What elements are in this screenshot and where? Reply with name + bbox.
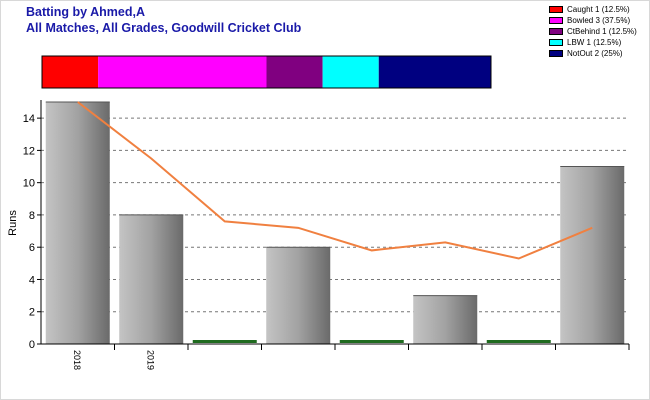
legend-label-ctbehind: CtBehind 1 (12.5%) bbox=[567, 27, 637, 36]
bars bbox=[45, 101, 625, 344]
legend-label-notout: NotOut 2 (25%) bbox=[567, 49, 623, 58]
dismissal-segment-bowled bbox=[98, 56, 267, 88]
dismissal-breakdown-bar bbox=[41, 55, 492, 89]
dismissal-segment-notout bbox=[378, 56, 491, 88]
y-tick-label: 4 bbox=[29, 274, 35, 286]
legend-label-bowled: Bowled 3 (37.5%) bbox=[567, 16, 631, 25]
legend-swatch-caught bbox=[549, 6, 563, 13]
x-tick-label: 2018 bbox=[72, 350, 82, 370]
bar bbox=[192, 340, 257, 343]
y-axis-label: Runs bbox=[7, 210, 19, 236]
legend-item-caught: Caught 1 (12.5%) bbox=[549, 4, 637, 15]
legend-item-ctbehind: CtBehind 1 (12.5%) bbox=[549, 26, 637, 37]
dismissal-bar-border bbox=[41, 55, 492, 89]
y-tick-label: 14 bbox=[23, 113, 35, 125]
y-tick-label: 2 bbox=[29, 307, 35, 319]
dismissal-segment-ctbehind bbox=[266, 56, 323, 88]
y-tick-label: 12 bbox=[23, 145, 35, 157]
trend-line bbox=[77, 101, 593, 260]
legend-swatch-lbw bbox=[549, 39, 563, 46]
bar bbox=[486, 340, 551, 343]
chart-title: Batting by Ahmed,A bbox=[26, 5, 145, 19]
y-tick-label: 10 bbox=[23, 178, 35, 190]
legend-item-bowled: Bowled 3 (37.5%) bbox=[549, 15, 637, 26]
legend-swatch-notout bbox=[549, 50, 563, 57]
bar bbox=[119, 214, 184, 344]
legend-label-lbw: LBW 1 (12.5%) bbox=[567, 38, 622, 47]
axis-labels: 0 2 4 6 8 10 12 14 2018 2019 Runs bbox=[7, 113, 155, 370]
bar bbox=[339, 340, 404, 343]
x-tick-label: 2019 bbox=[145, 350, 155, 370]
y-tick-label: 0 bbox=[29, 339, 35, 351]
bar bbox=[45, 102, 110, 344]
y-tick-label: 8 bbox=[29, 210, 35, 222]
legend-swatch-bowled bbox=[549, 17, 563, 24]
bar bbox=[413, 295, 478, 344]
legend-item-lbw: LBW 1 (12.5%) bbox=[549, 37, 637, 48]
bar bbox=[266, 247, 331, 344]
bar bbox=[560, 166, 625, 344]
trend-line-path bbox=[77, 101, 593, 260]
dismissal-segment-caught bbox=[42, 56, 99, 88]
legend-label-caught: Caught 1 (12.5%) bbox=[567, 5, 630, 14]
legend: Caught 1 (12.5%) Bowled 3 (37.5%) CtBehi… bbox=[549, 4, 637, 59]
chart-subtitle: All Matches, All Grades, Goodwill Cricke… bbox=[26, 21, 302, 35]
axes bbox=[37, 100, 630, 350]
legend-swatch-ctbehind bbox=[549, 28, 563, 35]
y-tick-label: 6 bbox=[29, 242, 35, 254]
legend-item-notout: NotOut 2 (25%) bbox=[549, 48, 637, 59]
dismissal-segment-lbw bbox=[322, 56, 379, 88]
